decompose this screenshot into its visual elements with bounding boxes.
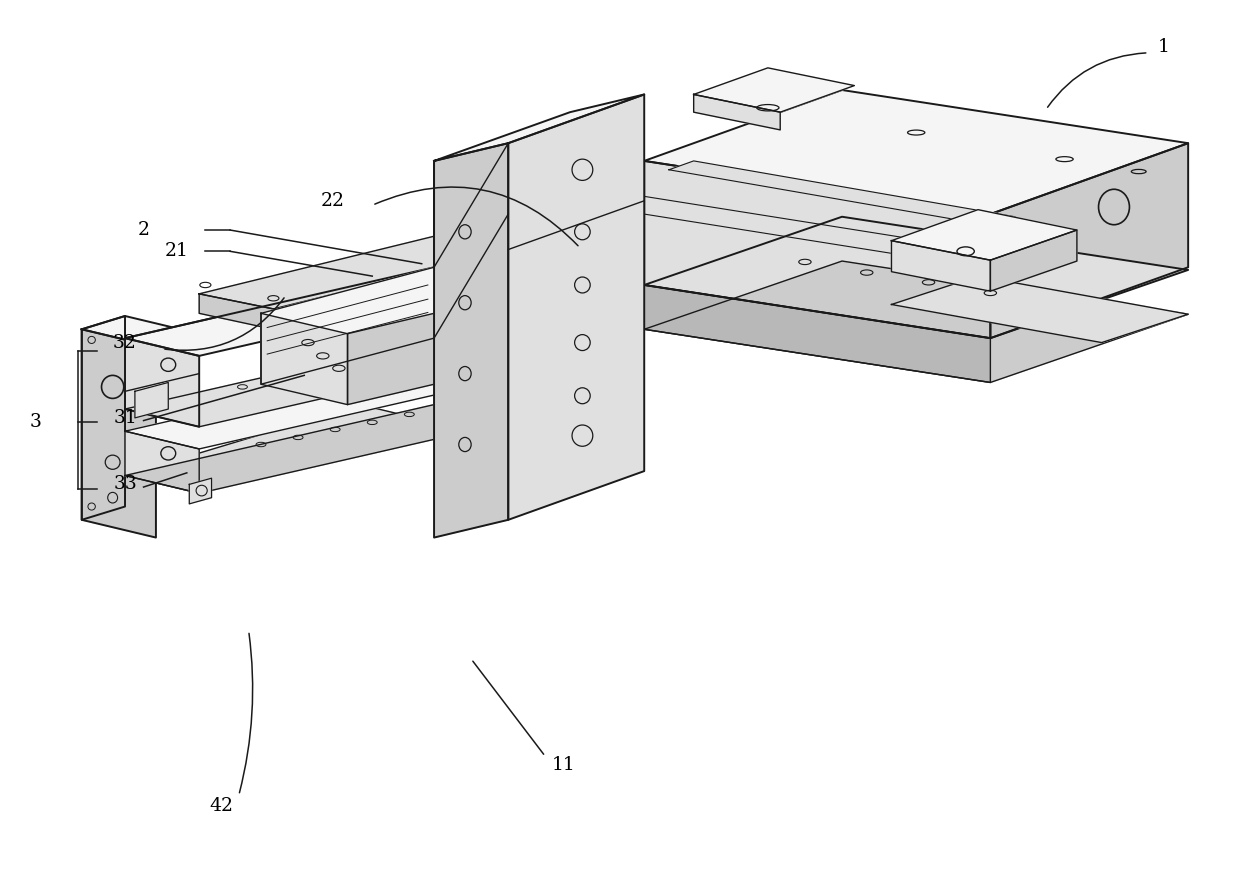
Text: 42: 42: [209, 797, 233, 815]
Text: 3: 3: [30, 413, 42, 431]
Polygon shape: [644, 285, 990, 382]
Text: 11: 11: [553, 757, 576, 774]
Polygon shape: [125, 404, 434, 493]
Polygon shape: [125, 338, 508, 427]
Polygon shape: [694, 68, 855, 112]
Polygon shape: [434, 94, 644, 161]
Text: 22: 22: [321, 192, 344, 210]
Polygon shape: [199, 236, 508, 308]
Polygon shape: [125, 431, 199, 493]
Text: 2: 2: [138, 221, 150, 239]
Polygon shape: [644, 161, 990, 338]
Polygon shape: [694, 94, 781, 130]
Text: 32: 32: [113, 333, 138, 351]
Polygon shape: [135, 382, 169, 418]
Polygon shape: [892, 276, 1188, 342]
Polygon shape: [82, 316, 125, 520]
Polygon shape: [125, 338, 199, 427]
Polygon shape: [125, 404, 508, 493]
Polygon shape: [644, 217, 1188, 338]
Polygon shape: [644, 90, 1188, 214]
Text: 21: 21: [165, 243, 188, 260]
Polygon shape: [892, 210, 1077, 260]
Polygon shape: [82, 329, 156, 538]
Polygon shape: [82, 316, 199, 347]
Polygon shape: [125, 268, 508, 356]
Text: 33: 33: [113, 476, 136, 493]
Polygon shape: [644, 261, 1188, 382]
Polygon shape: [434, 268, 508, 356]
Polygon shape: [261, 268, 434, 384]
Polygon shape: [434, 360, 508, 422]
Polygon shape: [990, 143, 1188, 338]
Polygon shape: [669, 161, 1015, 226]
Polygon shape: [434, 143, 508, 538]
Text: 31: 31: [113, 409, 136, 427]
Polygon shape: [261, 313, 347, 404]
Polygon shape: [199, 294, 274, 329]
Polygon shape: [190, 478, 212, 504]
Polygon shape: [990, 230, 1077, 292]
Polygon shape: [892, 241, 990, 292]
Polygon shape: [508, 94, 644, 520]
Text: 1: 1: [1157, 38, 1170, 57]
Polygon shape: [347, 313, 434, 404]
Polygon shape: [125, 360, 508, 449]
